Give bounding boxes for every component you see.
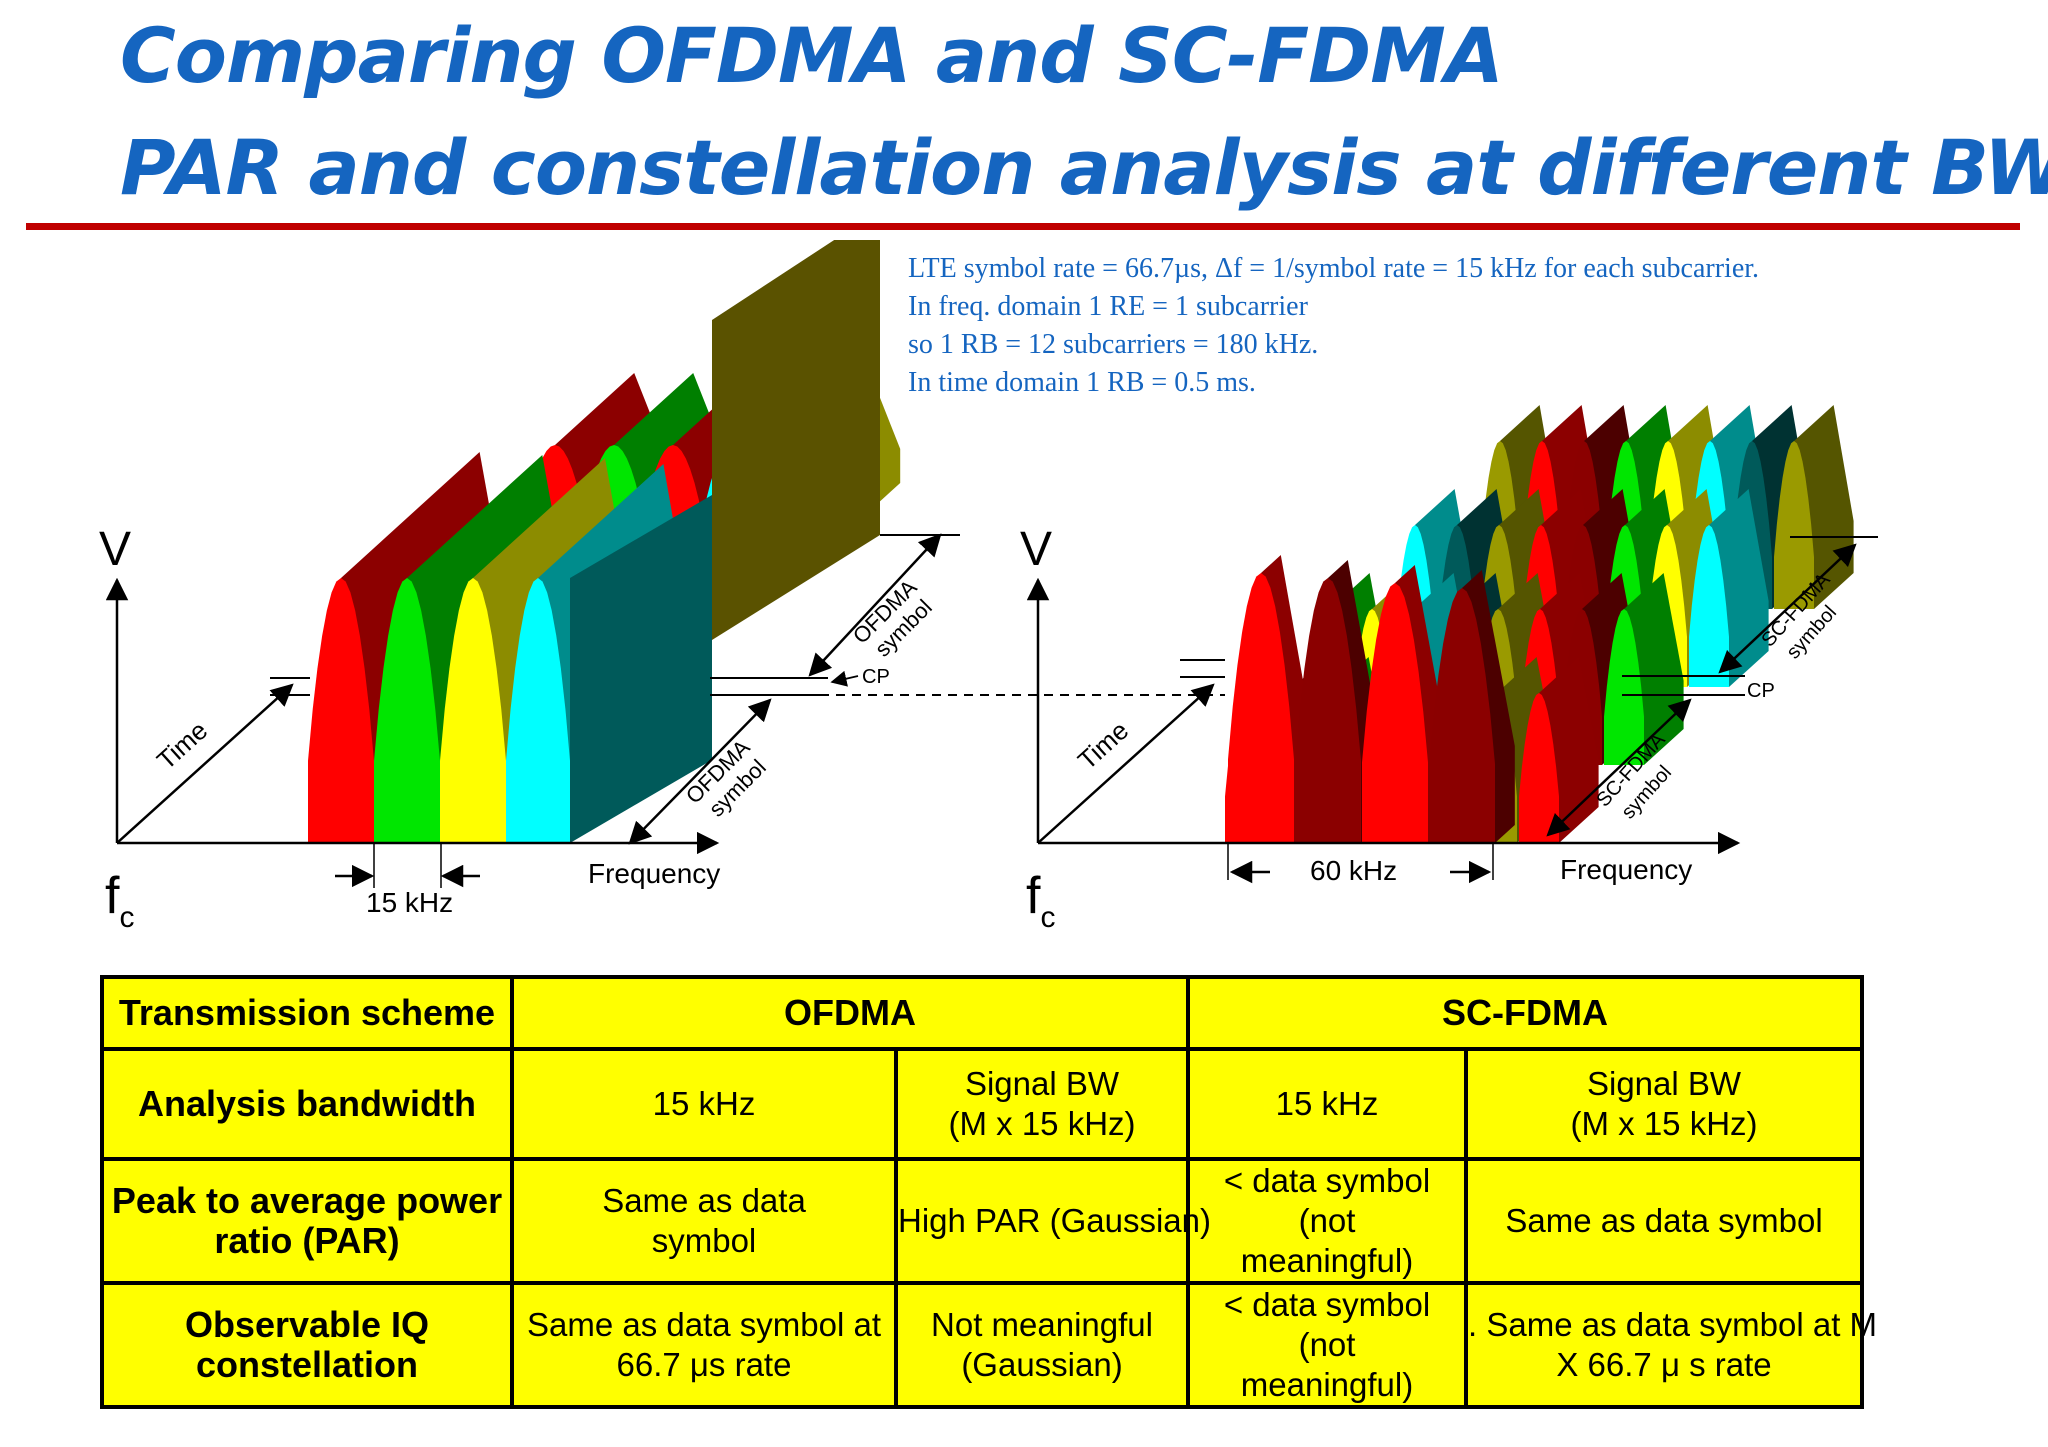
scfdma-par-15: < data symbol (not meaningful) [1186, 1157, 1469, 1285]
cell-line: 66.7 μs rate [616, 1346, 792, 1383]
ofdma-par-15: Same as data symbol [510, 1157, 898, 1285]
left-cp-label: CP [862, 666, 890, 688]
scfdma-front-subcarrier-3-front [1429, 588, 1495, 843]
right-frequency-label: Frequency [1560, 854, 1692, 885]
left-time-axis [116, 683, 294, 844]
cell-line: Same as data [602, 1182, 806, 1219]
ofdma-iq-15: Same as data symbol at 66.7 μs rate [510, 1281, 898, 1409]
cell-line: meaningful) [1240, 1366, 1414, 1403]
cell-line: Signal BW [1586, 1065, 1742, 1102]
ofdma-iq-signal: Not meaningful (Gaussian) [893, 1281, 1191, 1409]
right-time-label: Time [1072, 715, 1134, 775]
cell-line: < data symbol (not [1223, 1162, 1431, 1239]
note-line-3: so 1 RB = 12 subcarriers = 180 kHz. [908, 329, 1319, 360]
ofdma-front-subcarrier-2-front [440, 578, 506, 843]
title-line-2: PAR and constellation analysis at differ… [120, 123, 2048, 212]
cell-line: (M x 15 kHz) [1570, 1105, 1758, 1142]
left-v-label: V [99, 523, 131, 576]
scfdma-iq-15: < data symbol (not meaningful) [1186, 1281, 1469, 1409]
ofdma-front-subcarrier-3-front [506, 578, 570, 843]
cell-line: Peak to average power [111, 1180, 503, 1221]
scfdma-bw-15: 15 kHz [1186, 1047, 1469, 1161]
cell-line: Same as data symbol at [526, 1306, 881, 1343]
iq-constellation-label: Observable IQ constellation [100, 1281, 514, 1409]
scfdma-front-subcarrier-0-front [1228, 573, 1294, 843]
table-row: Transmission scheme OFDMA SC-FDMA [100, 975, 1865, 1051]
right-time-axis [1037, 683, 1215, 844]
scfdma-par-signal: Same as data symbol [1464, 1157, 1865, 1285]
cell-line: constellation [195, 1344, 419, 1385]
table-row: Peak to average power ratio (PAR) Same as… [100, 1157, 1865, 1285]
right-cp-label: CP [1747, 680, 1775, 702]
left-spacing-label: 15 kHz [366, 887, 453, 918]
lte-parameters-note: LTE symbol rate = 66.7µs, Δf = 1/symbol … [908, 250, 1759, 402]
right-bw-label: 60 kHz [1310, 855, 1397, 886]
scfdma-header: SC-FDMA [1186, 975, 1865, 1051]
ofdma-header: OFDMA [509, 975, 1191, 1051]
left-frequency-label: Frequency [588, 858, 720, 889]
cell-line: X 66.7 μ s rate [1556, 1346, 1772, 1383]
cell-line: ratio (PAR) [214, 1220, 400, 1261]
note-line-1: LTE symbol rate = 66.7µs, Δf = 1/symbol … [908, 253, 1760, 284]
scfdma-front-subcarrier-2-front [1362, 583, 1428, 843]
cell-line: < data symbol (not [1223, 1286, 1431, 1363]
right-symbol-arrow-front [1546, 698, 1692, 837]
table-row: Analysis bandwidth 15 kHz Signal BW (M x … [100, 1047, 1865, 1161]
title-line-1: Comparing OFDMA and SC-FDMA [120, 11, 1504, 100]
cell-line: Observable IQ [184, 1304, 430, 1345]
left-symbol-arrow-front [628, 698, 772, 845]
left-cp-pointer [830, 670, 859, 687]
transmission-scheme-label: Transmission scheme [100, 975, 514, 1051]
cell-line: (M x 15 kHz) [948, 1105, 1136, 1142]
ofdma-olive-slab [712, 240, 880, 640]
analysis-bandwidth-label: Analysis bandwidth [100, 1047, 514, 1161]
right-fc-main: f [1026, 867, 1041, 925]
left-fc-sub: c [119, 901, 134, 934]
cell-line: symbol [651, 1222, 757, 1259]
right-symbol-arrow-back [1718, 543, 1857, 674]
ofdma-par-signal: High PAR (Gaussian) [893, 1157, 1211, 1285]
title-divider [26, 223, 2020, 230]
right-v-label: V [1020, 523, 1052, 576]
comparison-table: Transmission scheme OFDMA SC-FDMA Analys… [100, 975, 1878, 1409]
ofdma-bw-signal: Signal BW (M x 15 kHz) [893, 1047, 1191, 1161]
cell-line: meaningful) [1240, 1242, 1414, 1279]
scfdma-bw-signal: Signal BW (M x 15 kHz) [1464, 1047, 1865, 1161]
ofdma-front-subcarrier-0-front [308, 578, 374, 843]
cell-line: (Gaussian) [961, 1346, 1123, 1383]
ofdma-front-subcarrier-1-front [374, 578, 440, 843]
left-fc-main: f [105, 867, 120, 925]
par-label: Peak to average power ratio (PAR) [100, 1157, 514, 1285]
scfdma-subcarrier-fins [1225, 405, 1854, 843]
table-row: Observable IQ constellation Same as data … [100, 1281, 1878, 1409]
cell-line: Signal BW [964, 1065, 1120, 1102]
left-symbol-arrow-back [808, 533, 942, 677]
scfdma-front-subcarrier-1-front [1295, 578, 1361, 843]
right-fc-sub: c [1040, 901, 1055, 934]
note-line-4: In time domain 1 RB = 0.5 ms. [908, 367, 1256, 398]
cell-line: . Same as data symbol at M [1468, 1306, 1878, 1343]
cell-line: Not meaningful [931, 1306, 1153, 1343]
ofdma-bw-15: 15 kHz [510, 1047, 898, 1161]
note-line-2: In freq. domain 1 RE = 1 subcarrier [908, 291, 1308, 322]
left-fc-label: fc [105, 867, 134, 934]
left-time-label: Time [151, 715, 213, 775]
ofdma-subcarrier-fins [308, 240, 901, 843]
right-fc-label: fc [1026, 867, 1055, 934]
